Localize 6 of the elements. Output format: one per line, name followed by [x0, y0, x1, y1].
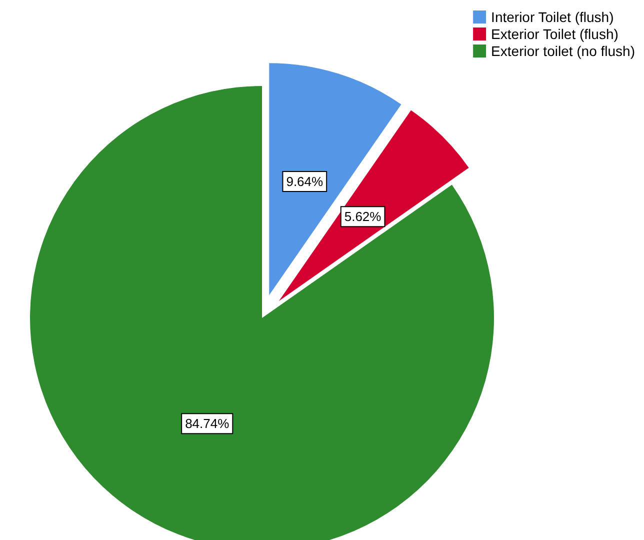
data-label: 9.64% [286, 174, 324, 190]
legend-label: Interior Toilet (flush) [491, 9, 614, 25]
legend-label: Exterior Toilet (flush) [491, 26, 618, 42]
data-label: 84.74% [185, 416, 230, 432]
data-label: 5.62% [344, 209, 382, 224]
legend-label: Exterior toilet (no flush) [491, 43, 636, 59]
